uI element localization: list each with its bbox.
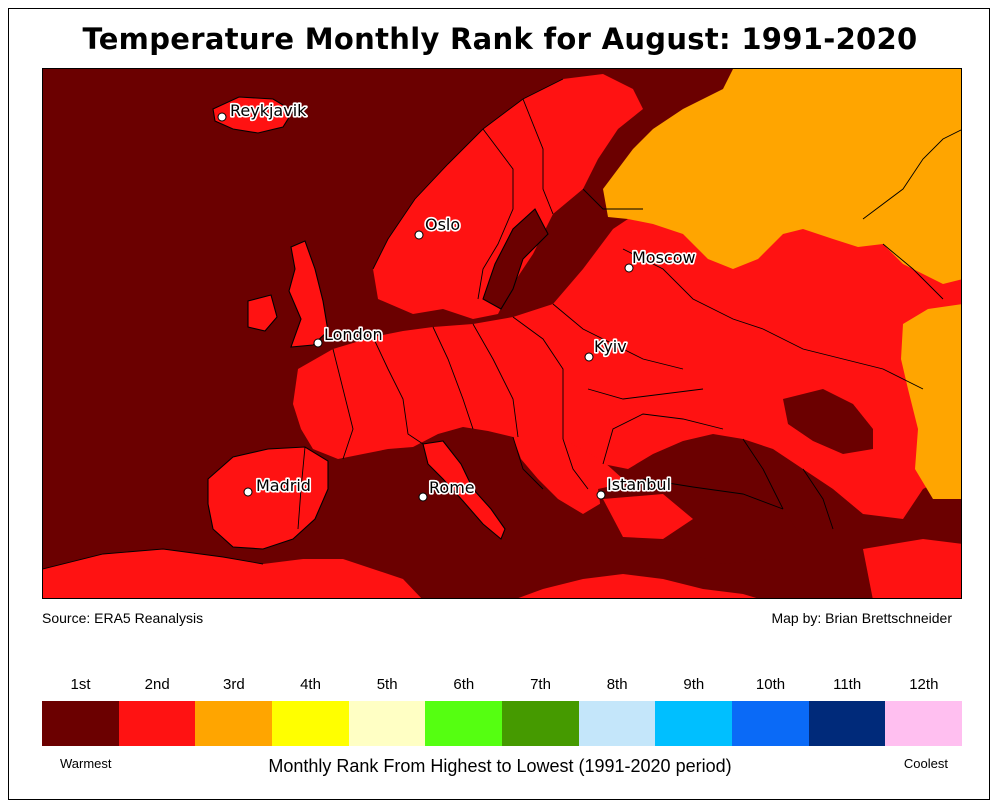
city-marker: [414, 230, 424, 240]
legend-label-8th: 8th: [606, 676, 628, 693]
city-marker: [313, 338, 323, 348]
legend-label-3rd: 3rd: [222, 676, 245, 693]
legend-axis-title: Monthly Rank From Highest to Lowest (199…: [268, 756, 732, 776]
legend-swatch-4th: [272, 701, 349, 746]
north-africa-west-region-rank-2nd: [43, 549, 422, 598]
legend-label-11th: 11th: [833, 676, 862, 693]
city-marker: [418, 492, 428, 502]
europe-map: Reykjavik Oslo Moscow London Kyiv Madrid…: [43, 69, 961, 598]
city-kyiv: Kyiv: [584, 335, 628, 362]
legend-color-bar: [42, 701, 963, 746]
west-anatolia-region-rank-2nd: [603, 494, 693, 539]
italy-region-rank-2nd: [423, 441, 505, 539]
ireland-region-rank-2nd: [248, 295, 277, 331]
legend-label-10th: 10th: [755, 676, 786, 693]
legend-label-7th: 7th: [530, 676, 551, 693]
legend-swatch-7th: [502, 701, 579, 746]
city-marker: [584, 352, 594, 362]
city-label-london: London: [324, 325, 383, 344]
city-label-kyiv: Kyiv: [594, 337, 627, 356]
legend-swatch-10th: [732, 701, 809, 746]
legend-swatch-5th: [348, 701, 426, 746]
city-label-rome: Rome: [429, 478, 475, 497]
source-note: Source: ERA5 Reanalysis: [42, 610, 204, 626]
legend-label-1st: 1st: [70, 676, 91, 693]
kazakhstan-region-rank-3rd: [901, 304, 961, 499]
scandinavia-region-rank-2nd: [373, 74, 643, 319]
legend-swatch-12th: [885, 701, 963, 746]
legend-swatch-11th: [808, 701, 886, 746]
balkans-region-rank-2nd: [513, 437, 623, 514]
legend-label-4th: 4th: [300, 676, 321, 693]
legend-swatch-8th: [578, 701, 656, 746]
legend-swatch-1st: [42, 701, 119, 746]
iceland-region-rank-2nd: [213, 97, 293, 133]
country-borders: [43, 78, 961, 570]
city-label-madrid: Madrid: [256, 476, 311, 495]
baltic-sea-region-rank-1st: [483, 209, 548, 309]
city-label-oslo: Oslo: [425, 215, 460, 234]
city-marker: [624, 263, 634, 273]
continental-europe-region-rank-2nd: [293, 159, 961, 519]
north-africa-east-region-rank-2nd: [518, 574, 757, 598]
legend-rank-labels: 1st 2nd 3rd 4th 5th 6th 7th 8th 9th 10th…: [42, 676, 962, 696]
city-reykjavik: Reykjavik: [217, 99, 309, 122]
city-madrid: Madrid: [243, 474, 313, 497]
legend-label-2nd: 2nd: [144, 676, 170, 693]
russia-north-region-rank-3rd: [603, 69, 961, 284]
map-title: Temperature Monthly Rank for August: 199…: [82, 22, 918, 56]
legend-swatch-3rd: [195, 701, 273, 746]
city-marker: [596, 490, 606, 500]
great-britain-region-rank-2nd: [289, 241, 328, 347]
legend-swatch-9th: [655, 701, 733, 746]
legend-swatch-6th: [425, 701, 503, 746]
legend-label-6th: 6th: [453, 676, 475, 693]
figure-frame: [8, 8, 990, 800]
middle-east-region-rank-2nd: [863, 539, 961, 598]
caspian-region-rank-1st: [783, 389, 873, 454]
legend-label-5th: 5th: [376, 676, 398, 693]
city-label-reykjavik: Reykjavik: [230, 101, 307, 120]
city-istanbul: Istanbul: [596, 473, 673, 500]
map-credit: Map by: Brian Brettschneider: [771, 610, 952, 626]
city-marker: [217, 112, 227, 122]
city-marker: [243, 487, 253, 497]
legend-label-9th: 9th: [683, 676, 705, 693]
legend-warmest-label: Warmest: [60, 756, 112, 771]
coastlines: [207, 96, 549, 550]
map-panel: Reykjavik Oslo Moscow London Kyiv Madrid…: [42, 68, 962, 599]
city-label-istanbul: Istanbul: [607, 475, 671, 494]
city-rome: Rome: [418, 476, 476, 502]
legend-swatch-2nd: [118, 701, 196, 746]
city-oslo: Oslo: [414, 213, 462, 240]
city-london: London: [313, 323, 384, 348]
city-moscow: Moscow: [624, 246, 697, 273]
city-label-moscow: Moscow: [632, 248, 696, 267]
legend-coolest-label: Coolest: [903, 756, 948, 771]
legend-label-12th: 12th: [909, 676, 939, 693]
